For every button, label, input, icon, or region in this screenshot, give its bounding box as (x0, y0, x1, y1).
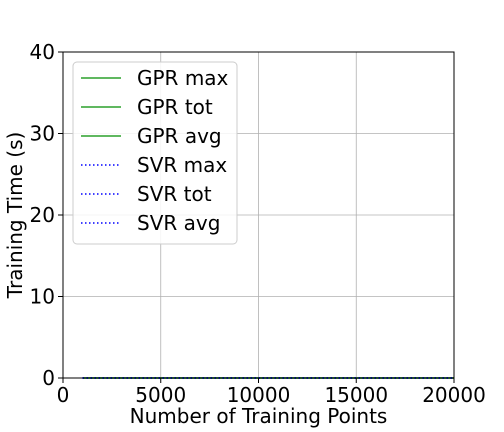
x-tick-label-0: 0 (57, 383, 70, 407)
legend-label-4: SVR tot (137, 182, 212, 206)
legend-label-5: SVR avg (137, 211, 220, 235)
x-tick-label-2: 10000 (227, 383, 291, 407)
legend-label-3: SVR max (137, 153, 227, 177)
x-tick-label-4: 20000 (422, 383, 486, 407)
legend-label-0: GPR max (137, 66, 229, 90)
x-axis-label: Number of Training Points (130, 404, 388, 428)
legend-label-2: GPR avg (137, 124, 222, 148)
x-tick-label-1: 5000 (135, 383, 186, 407)
y-tick-label-4: 40 (30, 40, 55, 64)
y-tick-label-0: 0 (42, 366, 55, 390)
y-axis-ticks: 0 10 20 30 40 (30, 40, 63, 390)
legend: GPR max GPR tot GPR avg SVR max SVR tot SVR a… (72, 61, 238, 245)
x-tick-label-3: 15000 (324, 383, 388, 407)
x-axis-ticks: 0 5000 10000 15000 20000 (57, 378, 486, 407)
y-tick-label-2: 20 (30, 203, 55, 227)
y-tick-label-1: 10 (30, 285, 55, 309)
y-tick-label-3: 30 (30, 122, 55, 146)
y-axis-label: Training Time (s) (3, 132, 27, 300)
legend-label-1: GPR tot (137, 95, 213, 119)
